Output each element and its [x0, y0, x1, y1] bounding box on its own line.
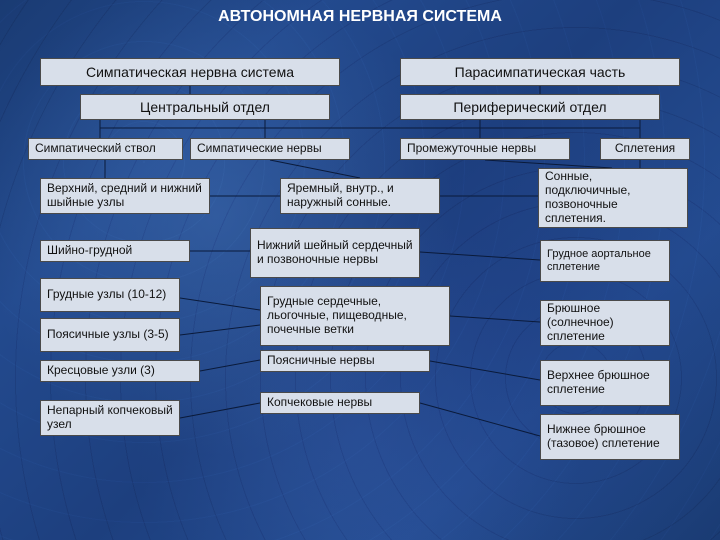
- node-peripheral-section: Периферический отдел: [400, 94, 660, 120]
- label: Промежуточные нервы: [407, 142, 536, 156]
- label: Кресцовые узли (3): [47, 364, 155, 378]
- node-celiac-plexus: Брюшное (солнечное) сплетение: [540, 300, 670, 346]
- label: Периферический отдел: [453, 99, 606, 115]
- node-plexuses: Сплетения: [600, 138, 690, 160]
- node-thoracic-aortic-plexus: Грудное аортальное сплетение: [540, 240, 670, 282]
- label: Нижнее брюшное (тазовое) сплетение: [547, 423, 673, 451]
- node-coccygeal-nerves: Копчековые нервы: [260, 392, 420, 414]
- label: Брюшное (солнечное) сплетение: [547, 302, 663, 343]
- label: Сплетения: [615, 142, 675, 156]
- diagram-canvas: АВТОНОМНАЯ НЕРВНАЯ СИСТЕМА Симпатическая…: [0, 0, 720, 540]
- label: Симпатические нервы: [197, 142, 322, 156]
- node-jugular-carotid: Яремный, внутр., и наружный сонные.: [280, 178, 440, 214]
- node-thoracic-ganglia: Грудные узлы (10-12): [40, 278, 180, 312]
- label: Сонные, подключичные, позвоночные сплете…: [545, 170, 681, 225]
- node-central-section: Центральный отдел: [80, 94, 330, 120]
- node-lower-cervical-cardiac: Нижний шейный сердечный и позвоночные не…: [250, 228, 420, 278]
- node-parasympathetic-part: Парасимпатическая часть: [400, 58, 680, 86]
- node-cervicothoracic: Шийно-грудной: [40, 240, 190, 262]
- label: Грудные узлы (10-12): [47, 288, 166, 302]
- node-sympathetic-system: Симпатическая нервна система: [40, 58, 340, 86]
- diagram-title: АВТОНОМНАЯ НЕРВНАЯ СИСТЕМА: [0, 8, 720, 26]
- node-intermediate-nerves: Промежуточные нервы: [400, 138, 570, 160]
- node-lumbar-nerves: Поясничные нервы: [260, 350, 430, 372]
- label: Грудные сердечные, льогочные, пищеводные…: [267, 295, 443, 336]
- label: Поясичные узлы (3-5): [47, 328, 169, 342]
- node-lumbar-ganglia: Поясичные узлы (3-5): [40, 318, 180, 352]
- node-sympathetic-trunk: Симпатический ствол: [28, 138, 183, 160]
- label: Центральный отдел: [140, 99, 270, 115]
- label: Грудное аортальное сплетение: [547, 248, 663, 273]
- label: Парасимпатическая часть: [455, 64, 626, 80]
- label: Шийно-грудной: [47, 244, 132, 258]
- node-coccygeal-ganglion: Непарный копчековый узел: [40, 400, 180, 436]
- label: Симпатический ствол: [35, 142, 156, 156]
- node-sacral-ganglia: Кресцовые узли (3): [40, 360, 200, 382]
- label: Симпатическая нервна система: [86, 64, 294, 80]
- label: Верхнее брюшное сплетение: [547, 369, 663, 397]
- label: Нижний шейный сердечный и позвоночные не…: [257, 239, 413, 267]
- node-inferior-abdominal-plexus: Нижнее брюшное (тазовое) сплетение: [540, 414, 680, 460]
- node-cervical-ganglia: Верхний, средний и нижний шыйные узлы: [40, 178, 210, 214]
- node-carotid-plexuses: Сонные, подключичные, позвоночные сплете…: [538, 168, 688, 228]
- node-superior-abdominal-plexus: Верхнее брюшное сплетение: [540, 360, 670, 406]
- label: Копчековые нервы: [267, 396, 372, 410]
- label: Непарный копчековый узел: [47, 404, 173, 432]
- node-sympathetic-nerves: Симпатические нервы: [190, 138, 350, 160]
- label: Поясничные нервы: [267, 354, 375, 368]
- label: Яремный, внутр., и наружный сонные.: [287, 182, 433, 210]
- node-thoracic-branches: Грудные сердечные, льогочные, пищеводные…: [260, 286, 450, 346]
- label: Верхний, средний и нижний шыйные узлы: [47, 182, 203, 210]
